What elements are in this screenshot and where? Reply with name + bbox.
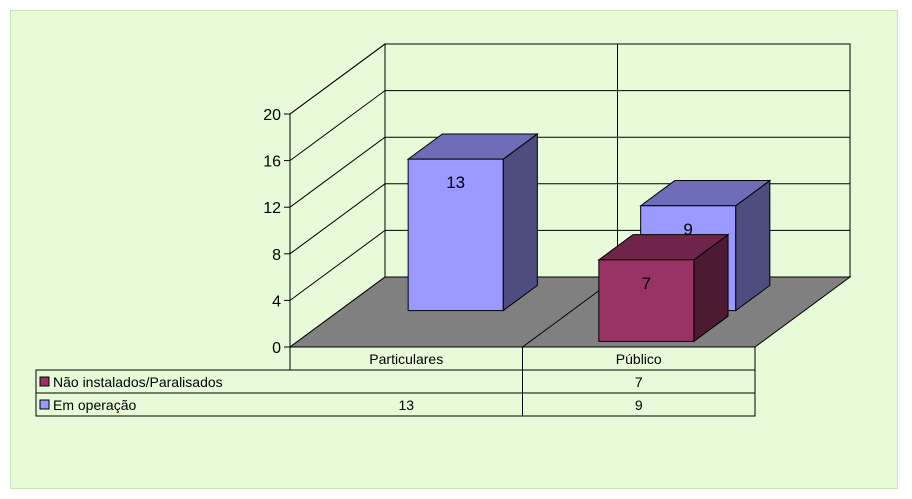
bar-front: [407, 158, 504, 312]
bar-0-1: 13: [406, 132, 539, 312]
table-cell: 13: [398, 397, 414, 413]
table-cell: 9: [635, 397, 643, 413]
bar-side: [502, 132, 538, 312]
y-tick-label: 16: [263, 154, 281, 171]
bar-1-0: 7: [597, 233, 730, 343]
y-tick-label: 8: [272, 247, 281, 264]
data-table: Particulares Público Não instalados/Parali…: [35, 346, 756, 417]
y-tick-label: 20: [263, 107, 281, 124]
table-header-cell: Público: [616, 351, 662, 367]
legend-key: [39, 376, 50, 387]
gridline: [289, 43, 850, 115]
data-label: 13: [446, 173, 465, 192]
gridline: [289, 90, 850, 162]
y-tick-label: 12: [263, 200, 281, 217]
legend-key: [39, 399, 50, 410]
table-header-cell: Particulares: [369, 351, 443, 367]
legend-label: Em operação: [53, 397, 136, 413]
y-axis: 0 4 8 12 16 20: [263, 107, 291, 357]
table-cell: 7: [635, 374, 643, 390]
legend-label: Não instalados/Paralisados: [53, 374, 223, 390]
data-label: 9: [683, 220, 692, 239]
bars: 13 9 7: [406, 132, 772, 343]
y-tick-label: 0: [272, 340, 281, 357]
data-label: 7: [642, 274, 651, 293]
bar-front: [598, 259, 695, 342]
y-tick-label: 4: [272, 293, 281, 310]
gridline: [289, 136, 850, 208]
